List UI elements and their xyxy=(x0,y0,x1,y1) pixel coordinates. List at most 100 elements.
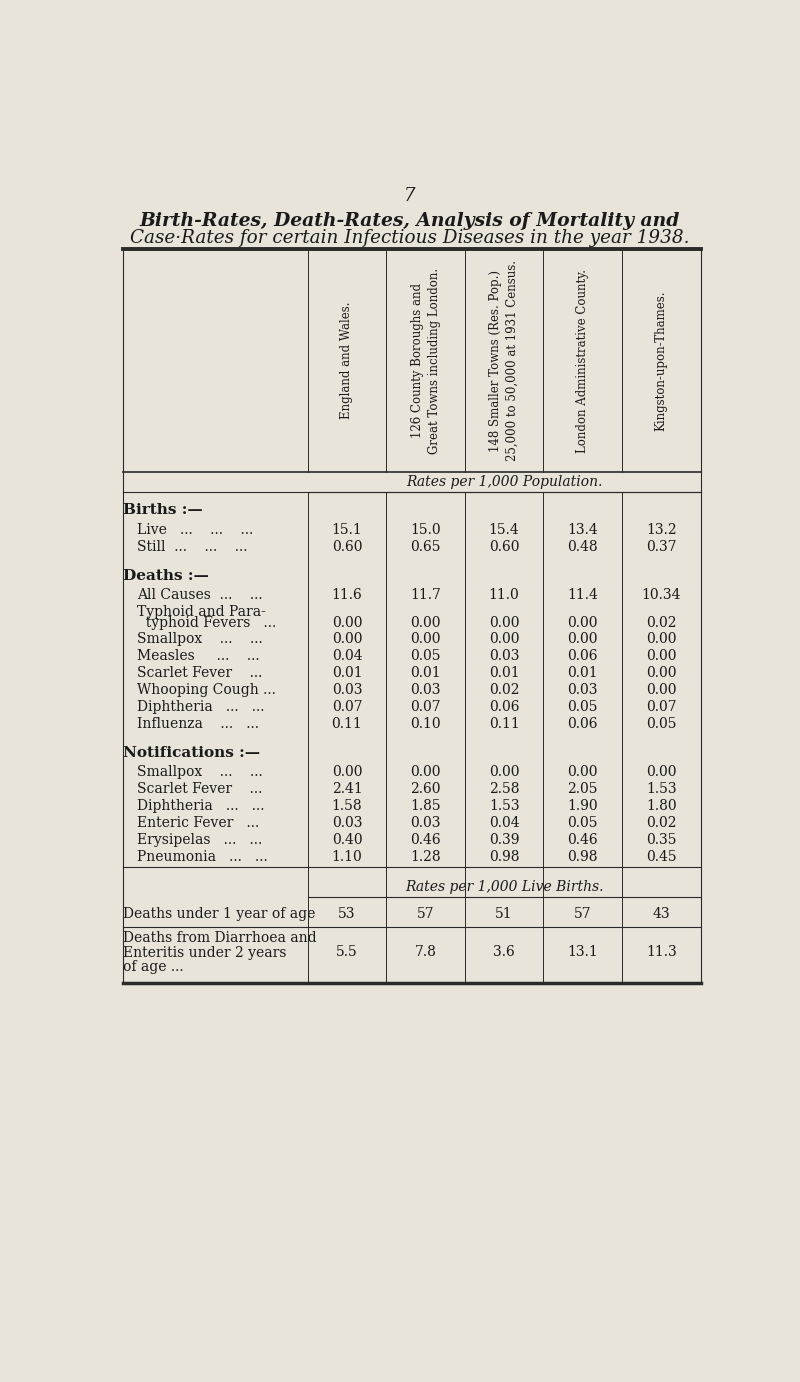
Text: 15.4: 15.4 xyxy=(489,524,519,538)
Text: 11.6: 11.6 xyxy=(332,587,362,601)
Text: 0.05: 0.05 xyxy=(567,815,598,829)
Text: 13.2: 13.2 xyxy=(646,524,677,538)
Text: 0.35: 0.35 xyxy=(646,833,677,847)
Text: typhoid Fevers   ...: typhoid Fevers ... xyxy=(138,615,277,630)
Text: 148 Smaller Towns (Res. Pop.)
25,000 to 50,000 at 1931 Census.: 148 Smaller Towns (Res. Pop.) 25,000 to … xyxy=(489,260,519,462)
Text: 0.00: 0.00 xyxy=(332,764,362,779)
Text: 0.06: 0.06 xyxy=(489,701,519,714)
Text: 0.00: 0.00 xyxy=(489,764,519,779)
Text: 53: 53 xyxy=(338,907,356,920)
Text: 15.1: 15.1 xyxy=(332,524,362,538)
Text: 11.4: 11.4 xyxy=(567,587,598,601)
Text: 1.85: 1.85 xyxy=(410,799,441,813)
Text: Scarlet Fever    ...: Scarlet Fever ... xyxy=(138,666,262,680)
Text: 11.3: 11.3 xyxy=(646,945,677,959)
Text: 1.10: 1.10 xyxy=(332,850,362,864)
Text: of age ...: of age ... xyxy=(123,960,184,974)
Text: 5.5: 5.5 xyxy=(336,945,358,959)
Text: 0.11: 0.11 xyxy=(489,717,519,731)
Text: 0.02: 0.02 xyxy=(646,815,677,829)
Text: Deaths under 1 year of age: Deaths under 1 year of age xyxy=(123,907,316,920)
Text: Typhoid and Para-: Typhoid and Para- xyxy=(138,605,266,619)
Text: 11.7: 11.7 xyxy=(410,587,441,601)
Text: 0.01: 0.01 xyxy=(567,666,598,680)
Text: Enteric Fever   ...: Enteric Fever ... xyxy=(138,815,259,829)
Text: 0.40: 0.40 xyxy=(332,833,362,847)
Text: 2.05: 2.05 xyxy=(567,782,598,796)
Text: 0.07: 0.07 xyxy=(332,701,362,714)
Text: 0.01: 0.01 xyxy=(410,666,441,680)
Text: 0.03: 0.03 xyxy=(410,683,441,698)
Text: 0.03: 0.03 xyxy=(332,683,362,698)
Text: 2.58: 2.58 xyxy=(489,782,519,796)
Text: Pneumonia   ...   ...: Pneumonia ... ... xyxy=(138,850,268,864)
Text: 7: 7 xyxy=(404,188,416,206)
Text: London Administrative County.: London Administrative County. xyxy=(576,268,590,453)
Text: Birth-Rates, Death-Rates, Analysis of Mortality and: Birth-Rates, Death-Rates, Analysis of Mo… xyxy=(140,211,680,229)
Text: England and Wales.: England and Wales. xyxy=(341,301,354,419)
Text: 0.10: 0.10 xyxy=(410,717,441,731)
Text: 0.03: 0.03 xyxy=(567,683,598,698)
Text: Enteritis under 2 years: Enteritis under 2 years xyxy=(123,945,286,959)
Text: 0.45: 0.45 xyxy=(646,850,677,864)
Text: 0.65: 0.65 xyxy=(410,540,441,554)
Text: 0.00: 0.00 xyxy=(567,764,598,779)
Text: Live   ...    ...    ...: Live ... ... ... xyxy=(138,524,254,538)
Text: 1.90: 1.90 xyxy=(567,799,598,813)
Text: Deaths :—: Deaths :— xyxy=(123,569,209,583)
Text: 1.80: 1.80 xyxy=(646,799,677,813)
Text: 0.04: 0.04 xyxy=(332,650,362,663)
Text: 0.46: 0.46 xyxy=(567,833,598,847)
Text: 0.02: 0.02 xyxy=(489,683,519,698)
Text: Measles     ...    ...: Measles ... ... xyxy=(138,650,260,663)
Text: 0.05: 0.05 xyxy=(646,717,677,731)
Text: All Causes  ...    ...: All Causes ... ... xyxy=(138,587,263,601)
Text: Still  ...    ...    ...: Still ... ... ... xyxy=(138,540,248,554)
Text: 0.03: 0.03 xyxy=(410,815,441,829)
Text: 0.98: 0.98 xyxy=(489,850,519,864)
Text: 1.58: 1.58 xyxy=(332,799,362,813)
Text: 126 County Boroughs and
Great Towns including London.: 126 County Boroughs and Great Towns incl… xyxy=(410,268,441,453)
Text: 0.00: 0.00 xyxy=(489,633,519,647)
Text: 57: 57 xyxy=(417,907,434,920)
Text: Diphtheria   ...   ...: Diphtheria ... ... xyxy=(138,799,265,813)
Text: 0.03: 0.03 xyxy=(489,650,519,663)
Text: Rates per 1,000 Live Births.: Rates per 1,000 Live Births. xyxy=(405,880,603,894)
Text: 0.37: 0.37 xyxy=(646,540,677,554)
Text: 0.00: 0.00 xyxy=(332,615,362,630)
Text: Diphtheria   ...   ...: Diphtheria ... ... xyxy=(138,701,265,714)
Text: 0.06: 0.06 xyxy=(567,717,598,731)
Text: 0.60: 0.60 xyxy=(489,540,519,554)
Text: 0.00: 0.00 xyxy=(646,633,677,647)
Text: 0.07: 0.07 xyxy=(646,701,677,714)
Text: Kingston-upon-Thames.: Kingston-upon-Thames. xyxy=(655,290,668,431)
Text: 0.01: 0.01 xyxy=(332,666,362,680)
Text: 0.46: 0.46 xyxy=(410,833,441,847)
Text: Scarlet Fever    ...: Scarlet Fever ... xyxy=(138,782,262,796)
Text: 0.00: 0.00 xyxy=(567,633,598,647)
Text: Case·Rates for certain Infectious Diseases in the year 1938.: Case·Rates for certain Infectious Diseas… xyxy=(130,229,690,247)
Text: 0.02: 0.02 xyxy=(646,615,677,630)
Text: 0.11: 0.11 xyxy=(332,717,362,731)
Text: 0.48: 0.48 xyxy=(567,540,598,554)
Text: Rates per 1,000 Population.: Rates per 1,000 Population. xyxy=(406,475,602,489)
Text: 0.06: 0.06 xyxy=(567,650,598,663)
Text: 0.05: 0.05 xyxy=(410,650,441,663)
Text: 10.34: 10.34 xyxy=(642,587,681,601)
Text: 3.6: 3.6 xyxy=(494,945,515,959)
Text: 0.00: 0.00 xyxy=(332,633,362,647)
Text: 0.00: 0.00 xyxy=(410,633,441,647)
Text: 0.00: 0.00 xyxy=(646,764,677,779)
Text: 0.01: 0.01 xyxy=(489,666,519,680)
Text: 0.03: 0.03 xyxy=(332,815,362,829)
Text: 13.1: 13.1 xyxy=(567,945,598,959)
Text: Influenza    ...   ...: Influenza ... ... xyxy=(138,717,259,731)
Text: 15.0: 15.0 xyxy=(410,524,441,538)
Text: Smallpox    ...    ...: Smallpox ... ... xyxy=(138,764,263,779)
Text: 7.8: 7.8 xyxy=(414,945,437,959)
Text: 0.60: 0.60 xyxy=(332,540,362,554)
Text: Notifications :—: Notifications :— xyxy=(123,746,260,760)
Text: 0.98: 0.98 xyxy=(567,850,598,864)
Text: 13.4: 13.4 xyxy=(567,524,598,538)
Text: 0.00: 0.00 xyxy=(646,683,677,698)
